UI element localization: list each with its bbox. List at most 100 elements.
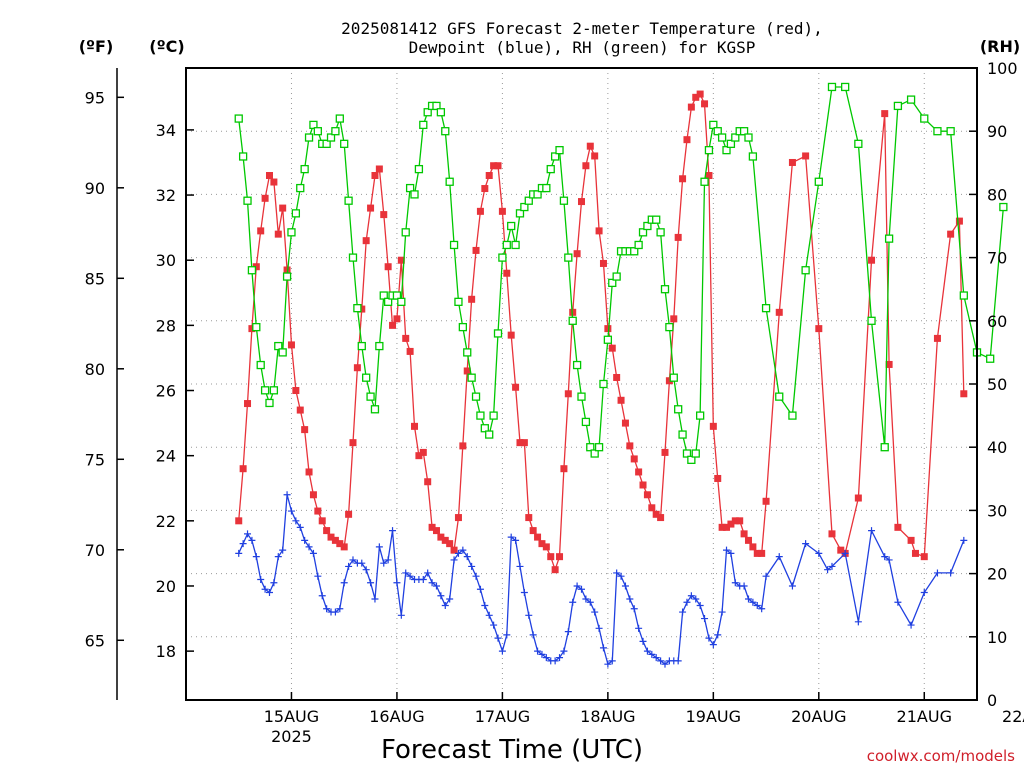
fahrenheit-tick-label: 90 xyxy=(85,179,105,198)
temperature-point xyxy=(296,406,304,414)
temperature-point xyxy=(419,448,427,456)
temperature-point xyxy=(323,527,331,535)
rh-point xyxy=(739,127,749,136)
dewpoint-point xyxy=(591,608,599,616)
temperature-point xyxy=(854,494,862,502)
dewpoint-point xyxy=(406,572,414,580)
temperature-point xyxy=(621,419,629,427)
rh-point xyxy=(366,392,375,401)
dewpoint-point xyxy=(920,588,928,596)
temperature-point xyxy=(744,536,752,544)
temperature-point xyxy=(788,158,796,166)
rh-point xyxy=(550,152,560,161)
rh-point xyxy=(287,228,296,237)
dewpoint-point xyxy=(468,562,476,570)
rh-point xyxy=(906,95,916,104)
temperature-point xyxy=(309,491,317,499)
dewpoint-point xyxy=(450,556,458,564)
rh-point xyxy=(533,190,542,199)
x-tick-sublabel: 2025 xyxy=(271,727,312,746)
x-tick-label: 18AUG xyxy=(580,707,635,726)
dewpoint-point xyxy=(661,660,669,668)
fahrenheit-tick-label: 70 xyxy=(85,541,105,560)
rh-point xyxy=(392,291,402,300)
rh-point xyxy=(489,411,498,420)
temperature-point xyxy=(692,93,700,101)
dewpoint-point xyxy=(841,549,849,557)
dewpoint-point xyxy=(727,549,735,557)
temperature-point xyxy=(731,517,739,525)
temperature-point xyxy=(714,474,722,482)
rh-point xyxy=(643,221,652,231)
rh-tick-label: 90 xyxy=(987,122,1007,141)
dewpoint-point xyxy=(613,569,621,577)
celsius-tick-label: 18 xyxy=(156,642,176,661)
temperature-point xyxy=(415,452,423,460)
temperature-point xyxy=(578,198,585,206)
dewpoint-point xyxy=(657,657,665,665)
temperature-point xyxy=(547,553,555,561)
dewpoint-point xyxy=(687,592,695,600)
rh-point xyxy=(282,272,292,281)
temperature-point xyxy=(244,400,252,408)
dewpoint-point xyxy=(248,536,256,544)
temperature-point xyxy=(727,520,735,528)
dewpoint-point xyxy=(287,507,295,515)
dewpoint-point xyxy=(626,595,634,603)
temperature-point xyxy=(955,217,963,225)
dewpoint-point xyxy=(538,650,546,658)
rh-point xyxy=(696,411,705,420)
rh-series xyxy=(234,82,1008,464)
temperature-point xyxy=(292,387,300,395)
dewpoint-point xyxy=(520,588,528,596)
celsius-tick-label: 32 xyxy=(156,186,176,205)
temperature-point xyxy=(274,230,282,238)
rh-point xyxy=(322,139,331,148)
dewpoint-point xyxy=(881,553,889,561)
celsius-tick-label: 28 xyxy=(156,316,176,335)
rh-point xyxy=(713,127,722,136)
rh-tick-label: 30 xyxy=(987,501,1007,520)
x-tick-label: 21AUG xyxy=(897,707,952,726)
temperature-point xyxy=(441,536,449,544)
rh-point xyxy=(555,146,564,155)
temperature-point xyxy=(617,396,625,404)
rh-point xyxy=(300,164,309,174)
temperature-point xyxy=(608,344,616,352)
dewpoint-point xyxy=(621,582,629,590)
temperature-point xyxy=(635,468,643,476)
rh-tick-label: 80 xyxy=(987,185,1007,204)
temperature-point xyxy=(564,390,572,398)
rh-point xyxy=(959,291,968,300)
rh-point xyxy=(577,392,586,401)
rh-point xyxy=(309,120,318,130)
rh-point xyxy=(326,133,336,142)
temperature-point xyxy=(556,553,564,561)
dewpoint-point xyxy=(947,569,955,577)
dewpoint-point xyxy=(709,641,717,649)
rh-tick-label: 50 xyxy=(987,375,1007,394)
temperature-point xyxy=(270,178,278,186)
rh-point xyxy=(515,209,525,218)
rh-point xyxy=(252,322,261,332)
rh-point xyxy=(722,146,731,155)
temperature-point xyxy=(257,227,265,235)
rh-point xyxy=(652,215,661,224)
rh-point xyxy=(383,297,393,306)
temperature-point xyxy=(512,383,520,391)
temperature-point xyxy=(920,553,928,561)
rh-point xyxy=(814,177,823,186)
celsius-tick-label: 26 xyxy=(156,382,176,401)
rh-point xyxy=(520,202,529,212)
dewpoint-point xyxy=(683,598,691,606)
dewpoint-point xyxy=(696,602,704,610)
rh-point xyxy=(761,304,771,313)
dewpoint-point xyxy=(437,592,445,600)
temperature-point xyxy=(265,172,273,180)
temperature-point xyxy=(485,172,493,180)
axis-layer: 18 20 22 24 26 28 30 32 34 65 70 75 80 85 90 95 0 10 20 30 4… xyxy=(85,59,1024,746)
dewpoint-point xyxy=(599,644,607,652)
dewpoint-series xyxy=(235,491,968,668)
rh-point xyxy=(419,120,428,130)
temperature-point xyxy=(261,194,269,202)
